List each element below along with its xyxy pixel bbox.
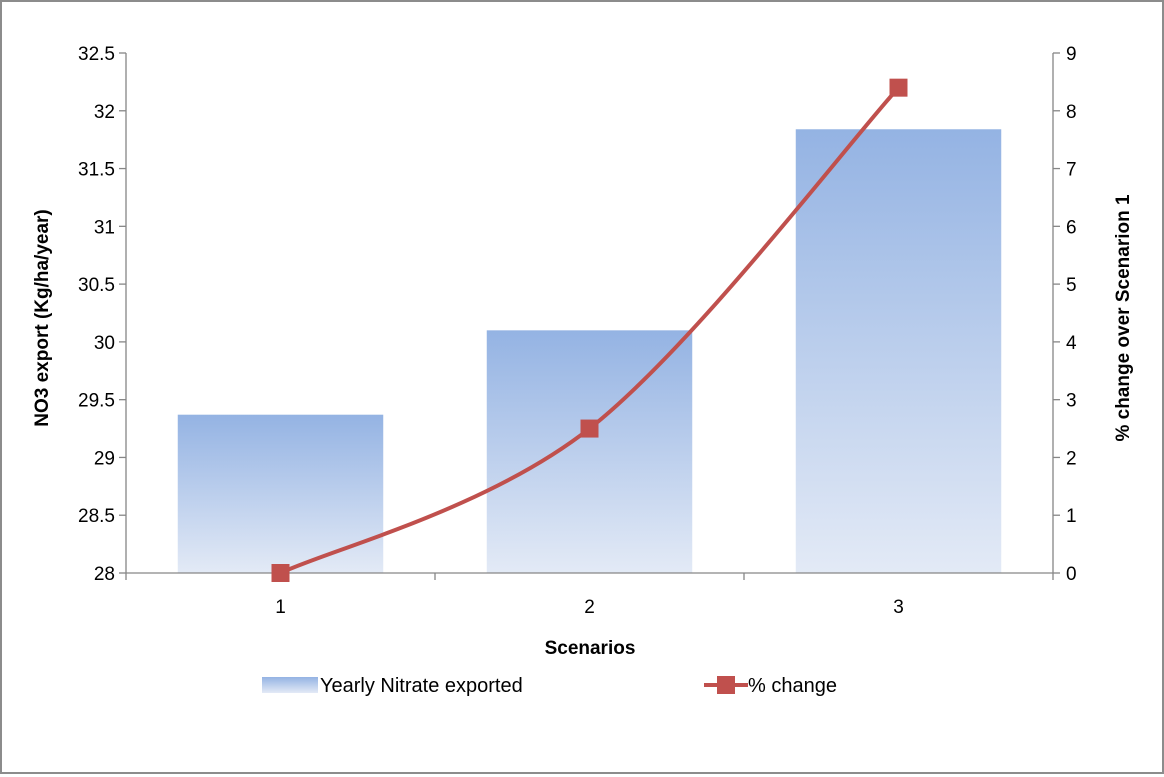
legend-label-bar: Yearly Nitrate exported xyxy=(320,675,523,697)
y2-tick-label: 3 xyxy=(1066,391,1077,412)
bars-layer xyxy=(177,129,1002,573)
legend: Yearly Nitrate exported % change xyxy=(262,675,837,697)
x-tick-label: 3 xyxy=(893,597,904,618)
y-tick-label: 28 xyxy=(94,564,115,585)
y-tick-label: 32 xyxy=(94,102,115,123)
y-tick-label: 31.5 xyxy=(78,160,115,181)
bar-scenario-3 xyxy=(795,129,1002,573)
bar-scenario-2 xyxy=(486,330,693,573)
bar-scenario-1 xyxy=(177,414,384,573)
y-tick-label: 29.5 xyxy=(78,391,115,412)
labels-layer: Scenarios NO3 export (Kg/ha/year) % chan… xyxy=(32,194,1134,659)
x-tick-label: 2 xyxy=(584,597,595,618)
pct-change-marker-2 xyxy=(580,419,599,438)
y-tick-label: 31 xyxy=(94,217,115,238)
legend-swatch-marker xyxy=(717,676,735,694)
y2-tick-label: 7 xyxy=(1066,160,1077,181)
y2-axis-title: % change over Scenarion 1 xyxy=(1113,194,1134,442)
y-tick-label: 30.5 xyxy=(78,275,115,296)
y-tick-label: 32.5 xyxy=(78,44,115,65)
y-tick-label: 29 xyxy=(94,448,115,469)
x-tick-label: 1 xyxy=(275,597,286,618)
y2-tick-label: 9 xyxy=(1066,44,1077,65)
line-layer xyxy=(271,78,908,582)
pct-change-marker-3 xyxy=(889,78,908,97)
y2-tick-label: 4 xyxy=(1066,333,1077,354)
y2-tick-label: 8 xyxy=(1066,102,1077,123)
pct-change-marker-1 xyxy=(271,564,290,582)
y-tick-label: 30 xyxy=(94,333,115,354)
y2-tick-label: 0 xyxy=(1066,564,1077,585)
y-tick-label: 28.5 xyxy=(78,506,115,527)
legend-swatch-bar xyxy=(262,677,318,693)
legend-label-line: % change xyxy=(748,675,837,697)
y2-tick-label: 2 xyxy=(1066,448,1077,469)
y2-tick-label: 1 xyxy=(1066,506,1077,527)
y-axis-title: NO3 export (Kg/ha/year) xyxy=(32,209,53,427)
x-axis-title: Scenarios xyxy=(545,638,636,659)
y2-tick-label: 5 xyxy=(1066,275,1077,296)
y2-tick-label: 6 xyxy=(1066,217,1077,238)
